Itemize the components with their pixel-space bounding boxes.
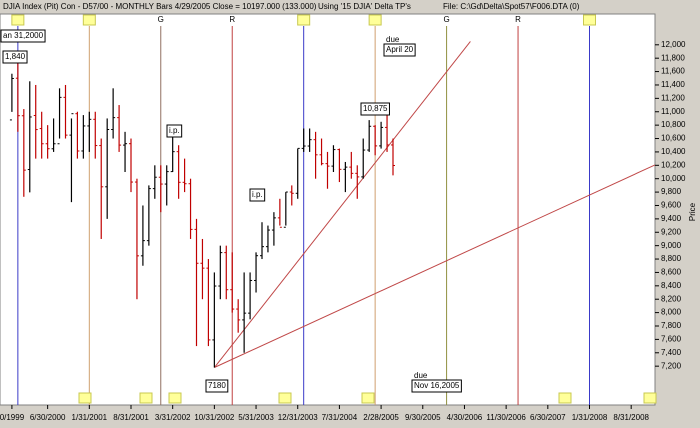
x-tick-label: 12/31/2003 [278, 413, 319, 422]
x-tick-label: 11/30/2006 [486, 413, 526, 422]
y-tick-label: 9,600 [661, 201, 682, 210]
x-tick-label: 7/31/2004 [322, 413, 358, 422]
chart-subtitle: Using '15 DJIA' Delta TP's [318, 2, 411, 11]
cycle-marker [278, 392, 292, 404]
annotation: April 20 [386, 45, 414, 54]
cycle-marker [297, 14, 311, 26]
y-tick-label: 7,800 [661, 321, 682, 330]
x-tick-label: 6/30/2000 [30, 413, 66, 422]
y-tick-label: 11,800 [661, 53, 685, 62]
annotation-box [360, 102, 390, 116]
cycle-label: R [229, 15, 235, 24]
annotation-box [0, 29, 46, 43]
y-tick-label: 11,000 [661, 107, 685, 116]
x-tick-label: 0/1999 [0, 413, 25, 422]
cycle-label: G [158, 15, 164, 24]
x-tick-label: 4/30/2006 [447, 413, 483, 422]
y-tick-label: 11,600 [661, 67, 685, 76]
cycle-marker [368, 14, 382, 26]
annotation-box [205, 379, 229, 393]
cycle-marker [361, 392, 375, 404]
x-tick-label: 1/31/2001 [72, 413, 108, 422]
y-tick-label: 10,200 [661, 160, 686, 169]
cycle-marker [168, 392, 182, 404]
annotation: an 31,2000 [3, 31, 44, 40]
cycle-marker [82, 14, 96, 26]
annotation-box [249, 188, 266, 202]
y-tick-label: 9,000 [661, 241, 682, 250]
x-tick-label: 9/30/2005 [405, 413, 441, 422]
cycle-marker [558, 392, 572, 404]
y-tick-label: 8,400 [661, 281, 682, 290]
cycle-marker [583, 14, 596, 26]
chart-title: DJIA Index (Pit) Con - D57/00 - MONTHLY … [3, 2, 317, 11]
y-tick-label: 7,200 [661, 361, 682, 370]
trend-line [213, 41, 471, 368]
cycle-marker [643, 392, 657, 404]
annotation: 7180 [208, 381, 226, 390]
annotation-box [411, 379, 462, 393]
y-tick-label: 7,400 [661, 348, 682, 357]
y-tick-label: 9,800 [661, 187, 682, 196]
x-tick-label: 5/31/2003 [238, 413, 274, 422]
file-name: File: C:\Gd\Delta\Spot57\F006.DTA (0) [443, 2, 580, 11]
y-tick-label: 12,000 [661, 40, 686, 49]
annotation-box [383, 43, 416, 57]
x-tick-label: 1/31/2008 [572, 413, 608, 422]
x-tick-label: 6/30/2007 [530, 413, 566, 422]
annotation: 1,840 [5, 52, 26, 61]
y-tick-label: 10,000 [661, 174, 686, 183]
y-tick-label: 8,600 [661, 268, 682, 277]
cycle-label: G [443, 15, 449, 24]
x-tick-label: 3/31/2002 [155, 413, 191, 422]
annotation-box [2, 50, 28, 64]
y-tick-label: 9,200 [661, 227, 682, 236]
annotation-box [166, 124, 183, 138]
x-tick-label: 2/28/2005 [363, 413, 399, 422]
y-tick-label: 9,400 [661, 214, 682, 223]
x-tick-label: 10/31/2002 [194, 413, 235, 422]
annotation: due [386, 35, 400, 44]
annotation: Nov 16,2005 [414, 381, 460, 390]
y-tick-label: 10,600 [661, 134, 686, 143]
y-tick-label: 10,400 [661, 147, 686, 156]
y-tick-label: 8,000 [661, 308, 682, 317]
annotation: due [414, 371, 428, 380]
annotation: i.p. [169, 126, 180, 135]
y-tick-label: 7,600 [661, 334, 682, 343]
annotation: 10,875 [363, 104, 388, 113]
cycle-marker [11, 14, 25, 26]
y-tick-label: 11,400 [661, 80, 685, 89]
cycle-label: R [515, 15, 521, 24]
y-tick-label: 11,200 [661, 93, 685, 102]
y-tick-label: 8,800 [661, 254, 682, 263]
x-tick-label: 8/31/2008 [613, 413, 649, 422]
y-tick-label: 10,800 [661, 120, 686, 129]
x-tick-label: 8/31/2001 [113, 413, 149, 422]
cycle-marker [78, 392, 92, 404]
plot-area [0, 13, 656, 406]
y-axis-label: Price [688, 202, 697, 221]
y-tick-label: 8,200 [661, 294, 682, 303]
annotation: i.p. [252, 190, 263, 199]
trend-line [214, 164, 656, 368]
cycle-marker [139, 392, 153, 404]
